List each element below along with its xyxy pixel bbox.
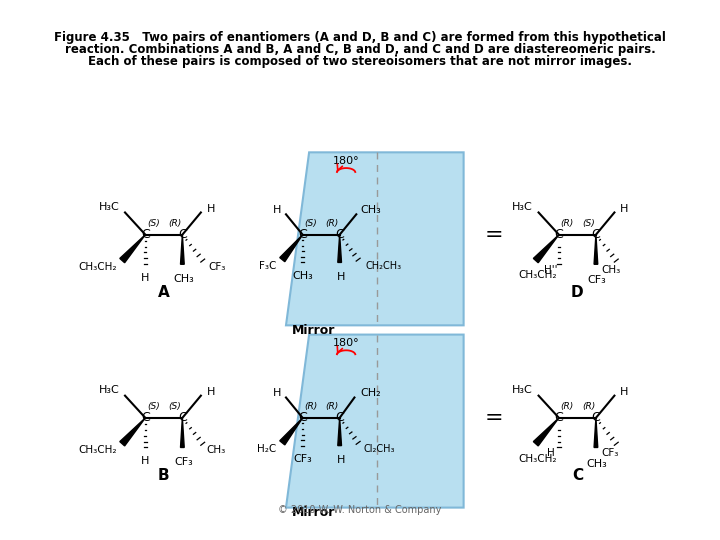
Polygon shape xyxy=(280,418,302,445)
Text: H: H xyxy=(546,448,554,458)
Text: (R): (R) xyxy=(561,402,574,411)
Text: CF₃: CF₃ xyxy=(208,262,225,272)
Text: CH₂: CH₂ xyxy=(360,388,381,398)
Text: (R): (R) xyxy=(325,402,339,411)
Text: C: C xyxy=(572,468,583,483)
Text: (S): (S) xyxy=(148,219,160,228)
Text: H₃C: H₃C xyxy=(99,202,120,212)
Text: (R): (R) xyxy=(582,402,595,411)
Polygon shape xyxy=(181,418,184,448)
Text: =: = xyxy=(485,408,503,428)
Text: CH₃CH₂: CH₃CH₂ xyxy=(518,271,557,280)
Text: CF₃: CF₃ xyxy=(174,457,193,467)
Text: C: C xyxy=(178,411,186,424)
Text: C: C xyxy=(141,411,150,424)
Polygon shape xyxy=(534,235,559,263)
Text: CH₃: CH₃ xyxy=(292,271,313,281)
Text: CH₃: CH₃ xyxy=(587,458,607,469)
Text: (S): (S) xyxy=(148,402,160,411)
Polygon shape xyxy=(594,235,598,264)
Text: C: C xyxy=(592,228,600,241)
Polygon shape xyxy=(594,418,598,448)
Text: Mirror: Mirror xyxy=(292,506,336,519)
Text: 180°: 180° xyxy=(333,338,359,348)
Text: CH₃: CH₃ xyxy=(601,265,621,275)
Text: H₂C: H₂C xyxy=(258,444,276,454)
Text: (S): (S) xyxy=(168,402,181,411)
Text: H: H xyxy=(273,388,282,398)
Text: A: A xyxy=(158,285,170,300)
Text: C: C xyxy=(336,228,344,241)
Text: C: C xyxy=(592,411,600,424)
Polygon shape xyxy=(534,418,559,446)
Text: B: B xyxy=(158,468,170,483)
Text: C: C xyxy=(336,411,344,424)
Text: C: C xyxy=(298,228,307,241)
Text: (R): (R) xyxy=(325,219,339,228)
Text: (S): (S) xyxy=(582,219,595,228)
Text: CF₃: CF₃ xyxy=(293,454,312,464)
Text: H: H xyxy=(207,204,215,214)
Text: H: H xyxy=(141,273,150,282)
Text: (R): (R) xyxy=(561,219,574,228)
Text: CH₃: CH₃ xyxy=(207,446,225,455)
Text: C: C xyxy=(178,228,186,241)
Text: CH₃CH₂: CH₃CH₂ xyxy=(518,454,557,463)
Text: CF₃: CF₃ xyxy=(601,448,619,458)
Text: H: H xyxy=(620,204,629,214)
Text: Each of these pairs is composed of two stereoisomers that are not mirror images.: Each of these pairs is composed of two s… xyxy=(88,55,632,68)
Text: H'': H'' xyxy=(544,265,557,275)
Text: CF₃: CF₃ xyxy=(588,275,606,285)
Polygon shape xyxy=(286,152,464,325)
Text: CH₃: CH₃ xyxy=(360,205,381,215)
Text: D: D xyxy=(571,285,584,300)
Polygon shape xyxy=(181,235,184,264)
Text: H: H xyxy=(207,387,215,397)
Text: H: H xyxy=(620,387,629,397)
Polygon shape xyxy=(280,235,302,262)
Text: H₃C: H₃C xyxy=(512,385,533,395)
Text: Mirror: Mirror xyxy=(292,325,336,338)
Polygon shape xyxy=(338,418,341,446)
Text: H: H xyxy=(336,272,345,282)
Text: (R): (R) xyxy=(168,219,181,228)
Text: H: H xyxy=(273,205,282,215)
Text: H: H xyxy=(336,455,345,465)
Text: C: C xyxy=(554,228,563,241)
Polygon shape xyxy=(120,235,145,263)
Text: C: C xyxy=(141,228,150,241)
Text: CH₃: CH₃ xyxy=(173,274,194,284)
Text: CH₂CH₃: CH₂CH₃ xyxy=(366,261,402,271)
Text: Cl₂CH₃: Cl₂CH₃ xyxy=(364,444,395,454)
Text: reaction. Combinations A and B, A and C, B and D, and C and D are diastereomeric: reaction. Combinations A and B, A and C,… xyxy=(65,43,655,56)
Text: (R): (R) xyxy=(305,402,318,411)
Polygon shape xyxy=(286,335,464,508)
Text: (S): (S) xyxy=(305,219,318,228)
Polygon shape xyxy=(338,235,341,262)
Text: H: H xyxy=(141,456,150,466)
Text: =: = xyxy=(485,225,503,245)
Text: C: C xyxy=(554,411,563,424)
Text: CH₃CH₂: CH₃CH₂ xyxy=(78,262,117,272)
Text: © 2010 W. W. Norton & Company: © 2010 W. W. Norton & Company xyxy=(279,505,441,515)
Text: H₃C: H₃C xyxy=(99,385,120,395)
Polygon shape xyxy=(120,418,145,446)
Text: F₃C: F₃C xyxy=(259,261,276,271)
Text: CH₃CH₂: CH₃CH₂ xyxy=(78,446,117,455)
Text: 180°: 180° xyxy=(333,156,359,166)
Text: Figure 4.35   Two pairs of enantiomers (A and D, B and C) are formed from this h: Figure 4.35 Two pairs of enantiomers (A … xyxy=(54,31,666,44)
Text: H₃C: H₃C xyxy=(512,202,533,212)
Text: C: C xyxy=(298,411,307,424)
